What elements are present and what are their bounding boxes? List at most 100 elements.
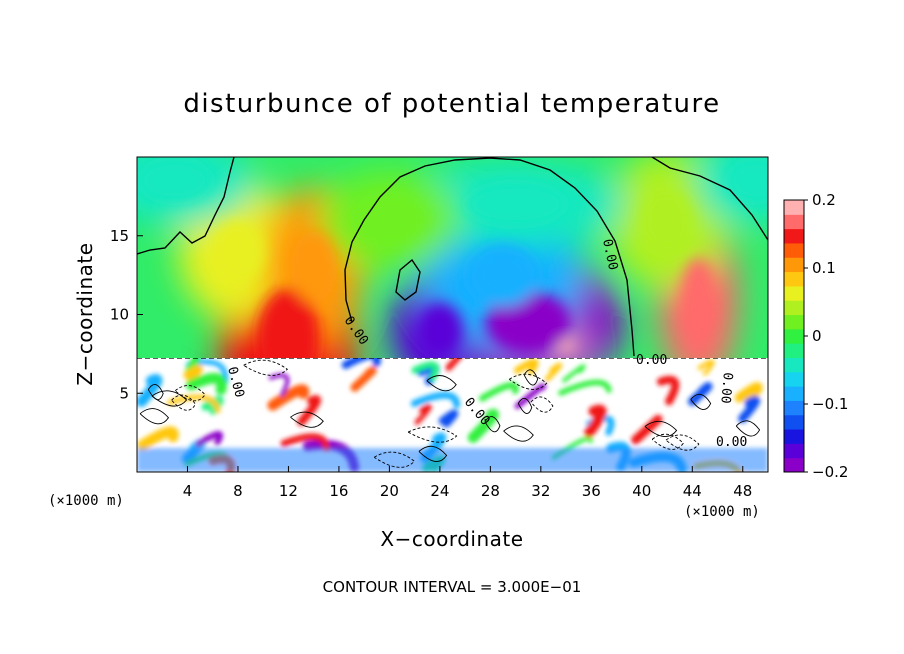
turbulent-band (467, 408, 500, 443)
colorbar-cell (784, 314, 804, 330)
turbulent-band (280, 433, 330, 452)
turbulent-band (734, 382, 763, 403)
turbulent-band (438, 409, 459, 428)
contour-label-1: 0.00 (599, 238, 620, 272)
bottom-strip (137, 448, 768, 472)
turbulent-contour (517, 397, 533, 414)
contour-interval-note: CONTOUR INTERVAL = 3.000E−01 (323, 578, 582, 596)
turbulent-band (544, 362, 563, 382)
x-tick-label: 16 (329, 482, 348, 500)
heatmap-blobs (137, 157, 768, 449)
turbulent-contours (137, 358, 768, 468)
turbulent-contour (243, 359, 289, 376)
zero-contours (137, 157, 768, 357)
colorbar-cell (784, 443, 804, 459)
turbulent-contour (503, 425, 534, 442)
turbulent-band (183, 364, 203, 384)
colorbar-tick-label: −0.1 (812, 395, 848, 413)
colorbar-cell (784, 285, 804, 301)
x-tick-label: 20 (380, 482, 399, 500)
contour-line-right (651, 157, 768, 241)
y-axis-ticks: 5 10 15 (110, 227, 143, 402)
heatmap-core (485, 290, 571, 354)
colorbar-cell (784, 429, 804, 444)
turbulent-contour (426, 375, 457, 392)
turbulent-band (558, 379, 612, 396)
colorbar-cell (784, 242, 804, 258)
heatmap-field (137, 157, 768, 472)
turbulent-band (297, 395, 322, 426)
heatmap-core (680, 258, 717, 340)
turbulent-band (267, 384, 310, 411)
turbulent-band (195, 431, 223, 447)
contour-label-7: 0.00 (717, 372, 735, 405)
turbulent-band (584, 404, 607, 438)
y-axis-label: Z−coordinate (73, 242, 97, 385)
turbulent-band (185, 372, 228, 395)
colorbar-cell (784, 200, 804, 215)
turbulent-contour (523, 369, 539, 386)
heatmap-core (417, 303, 463, 358)
turbulent-band (350, 366, 377, 392)
turbulent-band (410, 391, 461, 409)
colorbar-tick-label: 0.1 (812, 259, 836, 277)
turbulent-contour (290, 411, 324, 428)
colorbar-tick-label: −0.2 (812, 463, 848, 481)
heatmap-core (557, 340, 575, 352)
colorbar-cell (784, 228, 804, 244)
turbulent-band (478, 382, 519, 402)
colorbar-cell (784, 414, 804, 430)
colorbar-tick-label: 0.2 (812, 191, 836, 209)
y-tick-label: 10 (110, 306, 129, 324)
turbulent-band (697, 359, 715, 376)
colorbar-cells (784, 200, 804, 473)
colorbar-tick-label: 0 (812, 327, 822, 345)
turbulent-band (167, 394, 221, 414)
colorbar-cell (784, 457, 804, 473)
x-tick-label: 24 (430, 482, 449, 500)
contour-line-dome (344, 157, 635, 357)
x-tick-label: 48 (733, 482, 752, 500)
colorbar-cell (784, 257, 804, 273)
colorbar-cell (784, 214, 804, 230)
heatmap-core (728, 160, 768, 201)
turbulent-contour (530, 396, 554, 413)
turbulent-band (656, 375, 680, 406)
colorbar-cell (784, 357, 804, 373)
colorbar-cell (784, 371, 804, 387)
heatmap-core (210, 220, 265, 283)
x-tick-label: 4 (183, 482, 193, 500)
turbulent-contour (644, 420, 678, 437)
turbulent-band (341, 358, 381, 369)
turbulent-contour (484, 416, 501, 433)
contour-line-island (395, 258, 421, 301)
x-tick-label: 36 (582, 482, 601, 500)
turbulent-band (411, 361, 440, 382)
turbulent-band (137, 426, 179, 451)
turbulent-contour (509, 373, 548, 390)
heatmap-core (291, 231, 337, 304)
turbulent-band (738, 395, 761, 423)
colorbar-cell (784, 328, 804, 344)
turbulent-band (562, 364, 586, 383)
turbulent-contour (407, 426, 458, 443)
x-tick-label: 28 (481, 482, 500, 500)
turbulent-band (268, 373, 290, 397)
turbulent-band (414, 403, 432, 425)
x-tick-label: 32 (531, 482, 550, 500)
heatmap-core (466, 243, 539, 307)
heatmap-core (357, 197, 421, 243)
turbulent-contour (139, 408, 169, 425)
turbulent-layer (137, 358, 768, 472)
heatmap-core (138, 160, 211, 201)
turbulent-band (687, 382, 713, 406)
colorbar-cell (784, 300, 804, 316)
turbulent-contour (735, 420, 761, 437)
x-tick-label: 12 (279, 482, 298, 500)
x-unit-left: (×1000 m) (48, 493, 124, 509)
turbulent-contour (418, 445, 448, 462)
turbulent-contour (147, 384, 164, 400)
contour-label-3: 0.00 (636, 353, 667, 368)
turbulent-band (137, 373, 163, 408)
turbulent-bands (137, 358, 768, 472)
